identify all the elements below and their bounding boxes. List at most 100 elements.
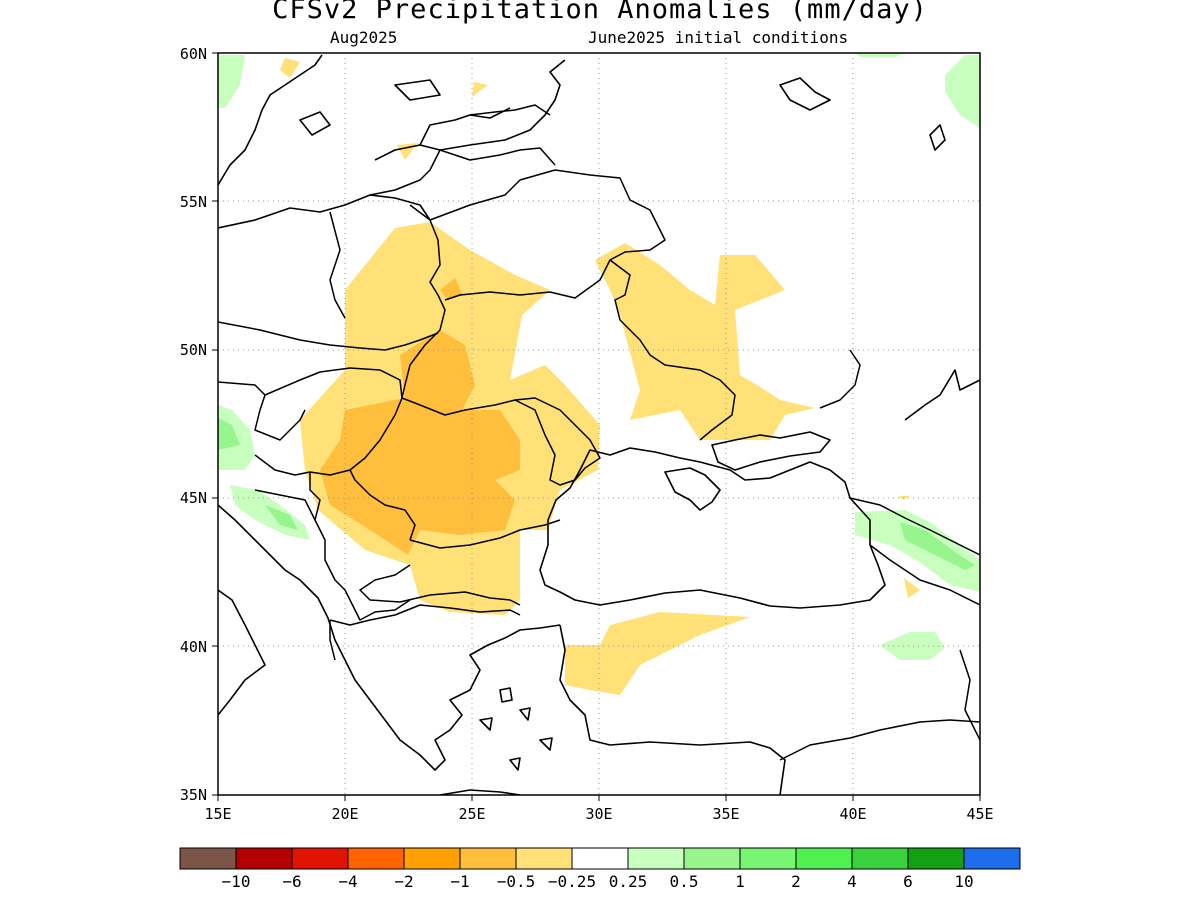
border-croatia-bosnia: [254, 454, 316, 521]
border-ukraine-west: [401, 329, 441, 399]
black-sea-coast: [539, 447, 886, 609]
dry-patch-black-sea-east: [904, 578, 920, 598]
border-austria-hungary: [218, 381, 306, 441]
dry-region-east: [595, 243, 815, 440]
colorbar-label: 6: [903, 872, 913, 891]
colorbar-swatch: [347, 847, 405, 870]
lat-tick-label: 40N: [180, 638, 207, 656]
border-caucasus: [849, 497, 980, 556]
border-turkey-caucasus: [869, 544, 980, 606]
wet-patch-eastern-turkey: [880, 632, 945, 660]
greece-coast: [344, 624, 561, 771]
lon-tick-label: 25E: [458, 805, 485, 823]
colorbar-label: −0.5: [497, 872, 536, 891]
colorbar-swatch: [851, 847, 909, 870]
border-latvia: [439, 147, 556, 166]
initial-conditions-label: June2025 initial conditions: [588, 28, 849, 47]
colorbar-swatch: [403, 847, 461, 870]
colorbar: [179, 847, 1021, 870]
colorbar-label: −2: [394, 872, 413, 891]
colorbar-swatch: [739, 847, 797, 870]
colorbar-swatch: [795, 847, 853, 870]
colorbar-labels: −10 −6 −4 −2 −1 −0.5 −0.25 0.25 0.5 1 2 4 6 10: [222, 872, 974, 891]
colorbar-label: 0.5: [670, 872, 699, 891]
colorbar-swatch: [235, 847, 293, 870]
crete: [439, 789, 521, 795]
wet-patch-northeast: [945, 55, 980, 128]
border-russia-ukraine: [609, 259, 736, 441]
turkey-aegean-coast: [559, 624, 786, 795]
border-hungary-romania: [309, 397, 403, 476]
scandinavia-coast: [218, 54, 323, 186]
border-greece-north: [329, 604, 521, 626]
baltic-coast: [218, 59, 566, 229]
colorbar-swatch: [179, 847, 237, 870]
colorbar-label: −4: [338, 872, 357, 891]
colorbar-label: −6: [282, 872, 301, 891]
colorbar-label: −0.25: [548, 872, 596, 891]
border-moldova: [514, 399, 586, 486]
border-estonia: [469, 104, 551, 116]
lon-tick-label: 40E: [839, 805, 866, 823]
lat-tick-label: 35N: [180, 786, 207, 804]
border-romania-bulgaria: [409, 519, 561, 549]
azov-coast: [711, 431, 831, 471]
border-serbia-west: [309, 472, 346, 591]
wet-patch-caucasus: [855, 510, 980, 592]
wet-patch-west-1b: [218, 418, 240, 450]
colorbar-swatch: [627, 847, 685, 870]
border-ukraine-south: [401, 397, 601, 469]
aegean-islands: [479, 687, 553, 771]
lon-tick-label: 35E: [712, 805, 739, 823]
gulf-of-riga: [419, 107, 511, 146]
colorbar-swatch: [571, 847, 629, 870]
map-content: [218, 53, 980, 795]
tick-marks: [212, 52, 981, 801]
adriatic-coast: [218, 504, 346, 661]
caspian-coast: [904, 369, 980, 421]
colorbar-label: 0.25: [609, 872, 648, 891]
colorbar-swatch: [291, 847, 349, 870]
lon-tick-label: 20E: [331, 805, 358, 823]
anomaly-shading: [218, 53, 980, 695]
italy-coast: [218, 589, 266, 716]
lon-tick-label: 30E: [585, 805, 612, 823]
border-russia-kazakh: [819, 349, 861, 409]
border-lithuania: [369, 149, 441, 221]
chart-title: CFSv2 Precipitation Anomalies (mm/day): [272, 0, 928, 25]
lon-tick-label: 15E: [204, 805, 231, 823]
border-bulgaria-south: [359, 564, 521, 606]
sea-coast-east: [779, 77, 946, 151]
valid-month-label: Aug2025: [330, 28, 398, 47]
colorbar-swatch: [459, 847, 517, 870]
colorbar-label: −10: [222, 872, 251, 891]
wet-patch-caucasus-inner: [900, 522, 975, 570]
wet-patch-top-center: [855, 53, 905, 57]
colorbar-label: 10: [954, 872, 973, 891]
lat-tick-label: 60N: [180, 45, 207, 63]
border-turkey-iran: [959, 649, 980, 741]
country-borders: [218, 104, 980, 761]
dry-patch-north: [472, 82, 488, 97]
dry-patch-norway: [280, 58, 300, 78]
colorbar-swatch: [963, 847, 1021, 870]
border-slovakia: [264, 367, 403, 399]
dry-region-mid: [320, 330, 520, 555]
border-albania: [329, 620, 336, 661]
colorbar-label: −1: [450, 872, 469, 891]
lat-tick-labels: 35N 40N 45N 50N 55N 60N: [180, 45, 207, 804]
border-poland-germany: [329, 211, 346, 319]
border-poland-east: [429, 219, 446, 331]
lat-tick-label: 50N: [180, 341, 207, 359]
border-syria-iraq: [779, 719, 980, 761]
gridlines: [218, 53, 980, 795]
border-poland-czech: [218, 321, 439, 351]
colorbar-swatch: [515, 847, 573, 870]
colorbar-label: 4: [847, 872, 857, 891]
swedish-islands: [299, 79, 441, 136]
crimea-coast: [664, 467, 721, 511]
colorbar-label: 2: [791, 872, 801, 891]
border-belarus: [429, 169, 666, 301]
colorbar-swatch: [907, 847, 965, 870]
